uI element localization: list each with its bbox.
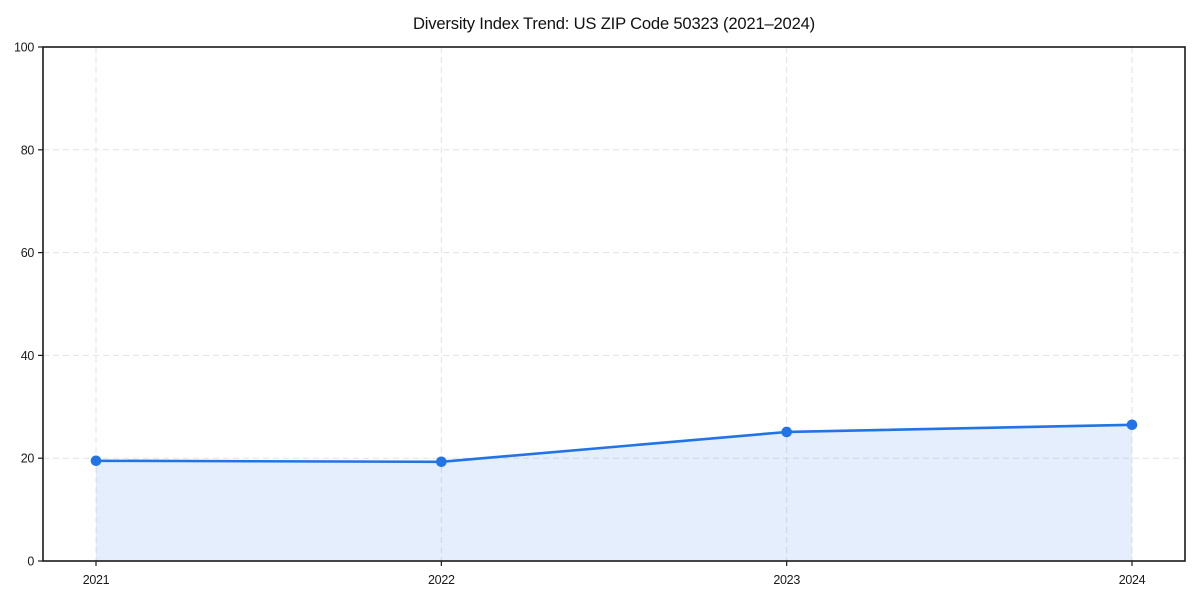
data-point-2021 [90,455,102,467]
x-tick-label: 2022 [428,573,455,587]
y-tick-label: 60 [21,246,35,260]
area-fill [96,424,1132,561]
x-tick-label: 2024 [1119,573,1146,587]
y-tick-label: 40 [21,349,35,363]
y-tick-label: 100 [14,41,34,55]
trend-line [94,423,1134,464]
y-tick-label: 0 [27,555,34,569]
y-tick-label: 80 [21,143,35,157]
data-point-2024 [1126,419,1138,431]
x-tick-label: 2021 [83,573,110,587]
x-tick-label: 2023 [773,573,800,587]
data-point-2022 [436,456,447,468]
plot-border [42,46,1186,562]
y-tick-label: 20 [21,452,35,466]
data-point-2023 [781,426,792,438]
chart-title: Diversity Index Trend: US ZIP Code 50323… [413,14,815,33]
